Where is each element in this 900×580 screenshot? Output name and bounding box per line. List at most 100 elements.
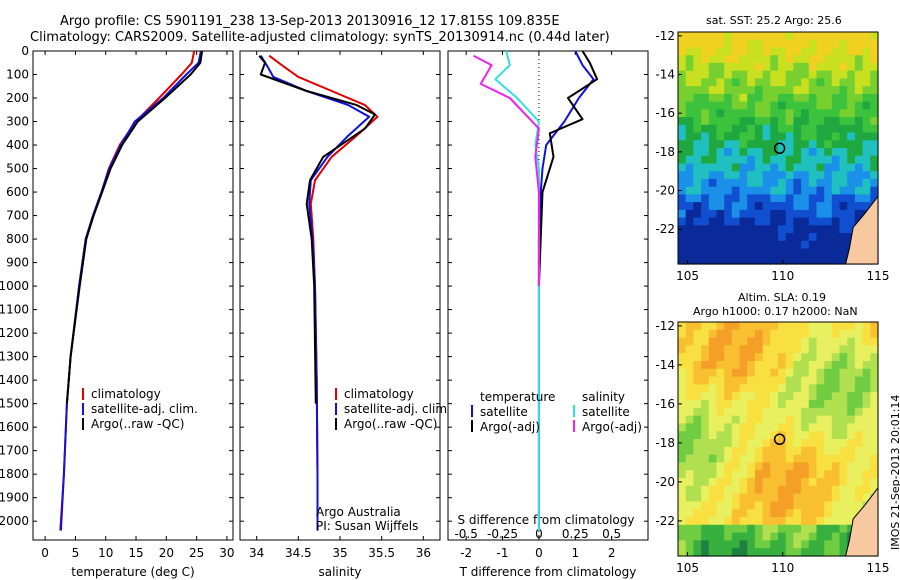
map-cell (816, 361, 825, 370)
map-cell (701, 322, 710, 331)
map-cell (747, 423, 756, 432)
map-cell (793, 39, 802, 48)
map-cell (778, 248, 787, 257)
map-cell (708, 109, 718, 118)
map-cell (847, 202, 856, 211)
map-cell (678, 470, 687, 479)
map-cell (778, 202, 787, 211)
map-cell (678, 400, 687, 409)
map-cell (831, 478, 841, 487)
map-cell (847, 376, 856, 385)
map-cell (754, 248, 764, 257)
map-cell (816, 548, 825, 557)
map-cell (801, 209, 810, 219)
x-tick-label: 36 (416, 546, 431, 560)
map-cell (793, 62, 802, 72)
map-cell (839, 540, 848, 549)
map-cell (685, 32, 694, 41)
map-cell (716, 446, 725, 456)
map-cell (824, 517, 833, 526)
map-cell (685, 124, 694, 134)
map-cell (824, 240, 833, 250)
map-cell (747, 32, 756, 41)
map-cell (754, 423, 764, 432)
map-cell (731, 509, 741, 518)
map-cell (847, 163, 856, 172)
map-cell (685, 217, 694, 226)
map-cell (731, 101, 741, 110)
map-cell (678, 194, 687, 203)
map-cell (770, 47, 779, 56)
map-cell (693, 132, 702, 141)
map-cell (870, 86, 879, 95)
map-cell (731, 178, 741, 188)
map-cell (778, 155, 787, 164)
map-cell (824, 62, 833, 72)
map-cell (724, 47, 733, 56)
map-cell (708, 493, 718, 502)
map-cell (685, 70, 694, 79)
map-cell (724, 124, 733, 134)
map-cell (793, 407, 802, 417)
map-cell (816, 353, 825, 362)
map-cell (801, 140, 810, 149)
map-cell (785, 39, 794, 48)
map-cell (770, 462, 779, 471)
map-cell (731, 256, 741, 265)
map-cell (693, 70, 702, 79)
map-cell (824, 524, 833, 534)
sst-map-panel: 105 110 115-12-14-16-18-20-22 (655, 29, 889, 283)
map-cell (839, 384, 848, 393)
map-cell (708, 548, 718, 557)
map-cell (739, 493, 748, 502)
map-cell (831, 329, 841, 339)
map-cell (870, 345, 879, 354)
map-cell (685, 148, 694, 157)
map-cell (816, 70, 825, 79)
map-cell (854, 501, 864, 510)
map-cell (862, 93, 871, 103)
map-cell (801, 532, 810, 541)
map-cell (785, 155, 794, 164)
map-x-tick-label: 115 (867, 269, 890, 283)
map-cell (824, 384, 833, 393)
map-cell (770, 78, 779, 87)
map-cell (701, 78, 710, 87)
map-cell (701, 32, 710, 41)
map-cell (839, 392, 848, 401)
map-cell (685, 163, 694, 172)
map-cell (701, 368, 710, 378)
map-cell (770, 194, 779, 203)
map-cell (754, 86, 764, 95)
map-cell (870, 478, 879, 487)
map-y-tick-label: -12 (655, 29, 675, 43)
map-cell (701, 178, 710, 188)
map-cell (762, 62, 771, 72)
map-cell (685, 478, 694, 487)
map-cell (801, 117, 810, 126)
map-cell (862, 178, 871, 188)
map-cell (693, 186, 702, 195)
map-cell (770, 470, 779, 479)
map-cell (747, 217, 756, 226)
map-cell (801, 124, 810, 134)
map-cell (785, 407, 794, 417)
map-cell (778, 47, 787, 56)
map-cell (701, 93, 710, 103)
x-tick-label: -1 (497, 546, 509, 560)
map-cell (708, 32, 718, 41)
map-cell (716, 240, 725, 250)
map-cell (693, 101, 702, 110)
plot-frame (32, 50, 234, 541)
map-cell (808, 439, 818, 448)
map-cell (724, 78, 733, 87)
map-cell (831, 124, 841, 134)
x-tick-label: 0 (535, 546, 543, 560)
map-cell (716, 329, 725, 339)
map-cell (801, 194, 810, 203)
map-cell (847, 178, 856, 188)
map-cell (816, 93, 825, 103)
map-cell (785, 240, 794, 250)
map-cell (739, 517, 748, 526)
map-cell (816, 132, 825, 141)
